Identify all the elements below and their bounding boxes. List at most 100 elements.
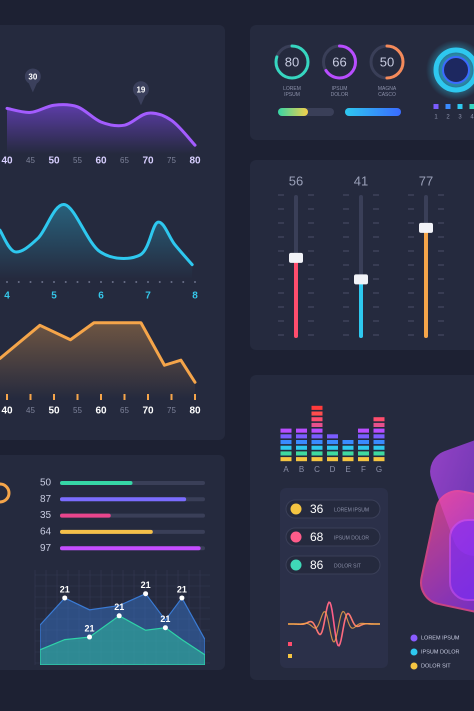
x-tick-label: E: [345, 465, 350, 474]
x-tick-label: 8: [192, 291, 198, 302]
ring-label-line: MAGNA: [378, 86, 397, 92]
eq-segment: [296, 440, 307, 445]
x-tick-label: 80: [189, 406, 201, 417]
ring-label: LOREM IPSUM: [283, 86, 301, 98]
x-tick-label: 65: [120, 156, 129, 165]
point: [62, 595, 68, 601]
dot: [158, 281, 161, 283]
x-tick-label: 60: [95, 156, 107, 167]
x-tick-label: B: [299, 465, 304, 474]
pill-value: 86: [310, 558, 324, 572]
x-tick-label: 80: [189, 156, 201, 167]
x-tick-label: 65: [120, 406, 129, 415]
pin: [132, 81, 149, 106]
legend-dot: [410, 662, 418, 670]
legend-swatch: [433, 104, 439, 109]
eq-segment: [358, 434, 369, 439]
eq-segment: [311, 457, 323, 462]
ring-label: MAGNA CASCO: [378, 86, 397, 98]
point: [87, 634, 92, 640]
indicator: [288, 642, 292, 646]
annotation: 21: [114, 602, 124, 612]
dot: [111, 281, 114, 283]
eq-segment: [358, 428, 369, 433]
x-tick-label: 50: [48, 406, 60, 417]
line: [0, 321, 197, 384]
slider-value: 77: [419, 173, 433, 188]
eq-segment: [373, 440, 385, 445]
dot: [29, 281, 32, 283]
x-tick-label: D: [330, 465, 336, 474]
ring-label-line: LOREM: [283, 86, 301, 92]
legend-swatch: [469, 104, 474, 109]
pill-dot: [290, 559, 302, 571]
eq-bar: [296, 428, 307, 462]
ring-value: 66: [332, 54, 346, 69]
x-tick-label: 75: [167, 406, 176, 415]
shapes: [420, 434, 474, 615]
eq-segment: [311, 451, 323, 456]
big-ring: [433, 47, 474, 93]
pill-value: 68: [310, 530, 324, 544]
pill: [285, 527, 381, 547]
eq-segment: [373, 422, 385, 427]
bar-label: 50: [40, 478, 52, 489]
ring-label-line: DOLOR: [331, 92, 349, 98]
eq-segment: [373, 445, 385, 450]
eq-segment: [373, 428, 385, 433]
pill-label: LOREM IPSUM: [334, 507, 369, 513]
line-chart: 4 5 6 7 8: [0, 203, 198, 302]
eq-segment: [296, 434, 307, 439]
legend-dot: [410, 648, 418, 656]
point: [116, 613, 122, 619]
eq-segment: [311, 434, 323, 439]
annotation: 21: [141, 580, 151, 590]
pill: [285, 499, 381, 519]
eq-segment: [296, 445, 307, 450]
x-tick-label: F: [361, 465, 366, 474]
bar-label: 35: [40, 510, 52, 521]
dot: [194, 281, 196, 283]
annotation: 30: [28, 73, 37, 82]
eq-segment: [358, 445, 369, 450]
legend-swatch: [457, 104, 463, 109]
legend-label: 1: [434, 115, 438, 121]
eq-bar: [373, 417, 385, 462]
slider-value: 56: [289, 173, 303, 188]
area: [40, 592, 205, 665]
x-tick-label: 4: [4, 291, 10, 302]
eq-segment: [373, 457, 385, 462]
line-chart: 40 45 50 55 60 65 70 75 80 30 19: [1, 68, 201, 167]
pill: [285, 555, 381, 575]
bar-label: 64: [40, 527, 52, 538]
x-tick-label: 7: [145, 291, 151, 302]
progress-fill: [345, 108, 401, 116]
x-tick-label: 55: [73, 406, 82, 415]
eq-segment: [358, 440, 369, 445]
eq-segment: [342, 451, 354, 456]
point: [179, 595, 185, 601]
bar-label: 87: [40, 494, 52, 505]
bar-label: 97: [40, 543, 52, 554]
eq-bar: [311, 405, 323, 462]
eq-segment: [311, 417, 323, 422]
ring-value: 50: [380, 54, 394, 69]
x-tick-label: 5: [51, 291, 57, 302]
x-tick-label: 55: [73, 156, 82, 165]
indicator: [288, 654, 292, 658]
eq-segment: [311, 411, 323, 416]
dot: [76, 281, 79, 283]
x-tick-label: C: [314, 465, 320, 474]
pill-value: 36: [310, 502, 324, 516]
x-tick-label: G: [376, 465, 382, 474]
legend-label: 2: [446, 115, 450, 121]
slider-fill: [359, 279, 363, 338]
eq-segment: [342, 445, 354, 450]
eq-segment: [296, 457, 307, 462]
dot: [147, 281, 149, 283]
eq-segment: [296, 428, 307, 433]
ring-label-line: IPSUM: [332, 86, 348, 92]
eq-segment: [373, 451, 385, 456]
slider-fill: [294, 257, 298, 338]
